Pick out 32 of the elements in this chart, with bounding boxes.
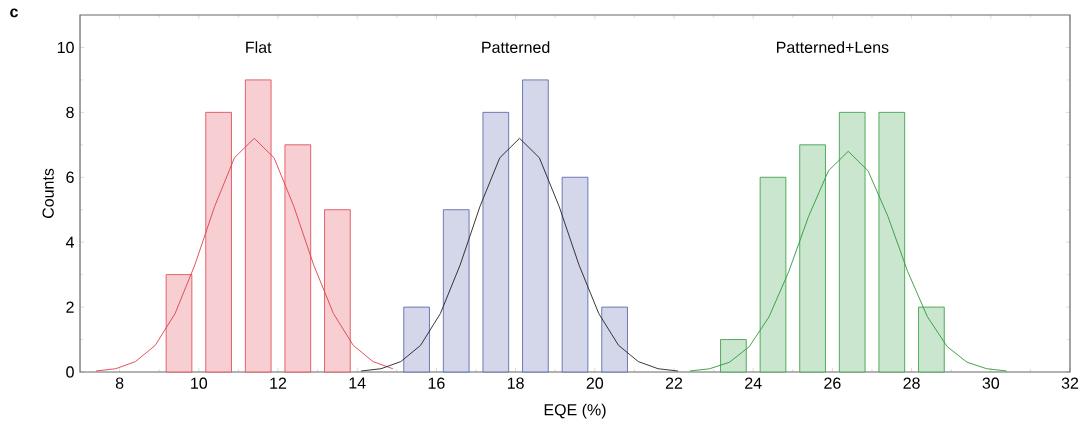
x-tick-label: 18: [507, 377, 524, 389]
y-axis-title: Counts: [42, 168, 54, 219]
y-tick-label: 8: [66, 106, 74, 119]
y-tick-label: 4: [65, 236, 75, 248]
x-tick-label: 14: [349, 377, 366, 389]
x-tick-label: 30: [982, 377, 1000, 389]
x-tick-label: 32: [1061, 377, 1079, 389]
bar: [403, 306, 430, 373]
bar: [522, 79, 549, 373]
x-axis-title: EQE (%): [544, 403, 606, 419]
bar: [601, 306, 628, 373]
y-tick-label: 6: [66, 171, 74, 183]
x-tick-label: 8: [115, 377, 124, 389]
x-tick-label: 12: [270, 377, 287, 389]
annotation: Flat: [246, 41, 272, 53]
bar: [561, 176, 589, 373]
annotation: Patterned: [482, 41, 550, 53]
bar: [442, 209, 470, 373]
annotation: Patterned+Lens: [777, 41, 889, 53]
y-tick-label: 0: [66, 366, 74, 378]
line-series: [360, 137, 679, 372]
text: c: [10, 8, 18, 18]
y-tick-label: 2: [66, 301, 74, 313]
bar: [482, 111, 510, 373]
x-tick-label: 28: [903, 377, 920, 389]
x-tick-label: 16: [428, 377, 445, 389]
x-tick-label: 22: [665, 377, 683, 389]
x-tick-label: 26: [824, 377, 841, 389]
y-tick-label: 10: [57, 41, 74, 54]
x-tick-label: 10: [191, 377, 208, 389]
x-tick-label: 20: [586, 377, 604, 389]
x-tick-label: 24: [745, 377, 762, 389]
